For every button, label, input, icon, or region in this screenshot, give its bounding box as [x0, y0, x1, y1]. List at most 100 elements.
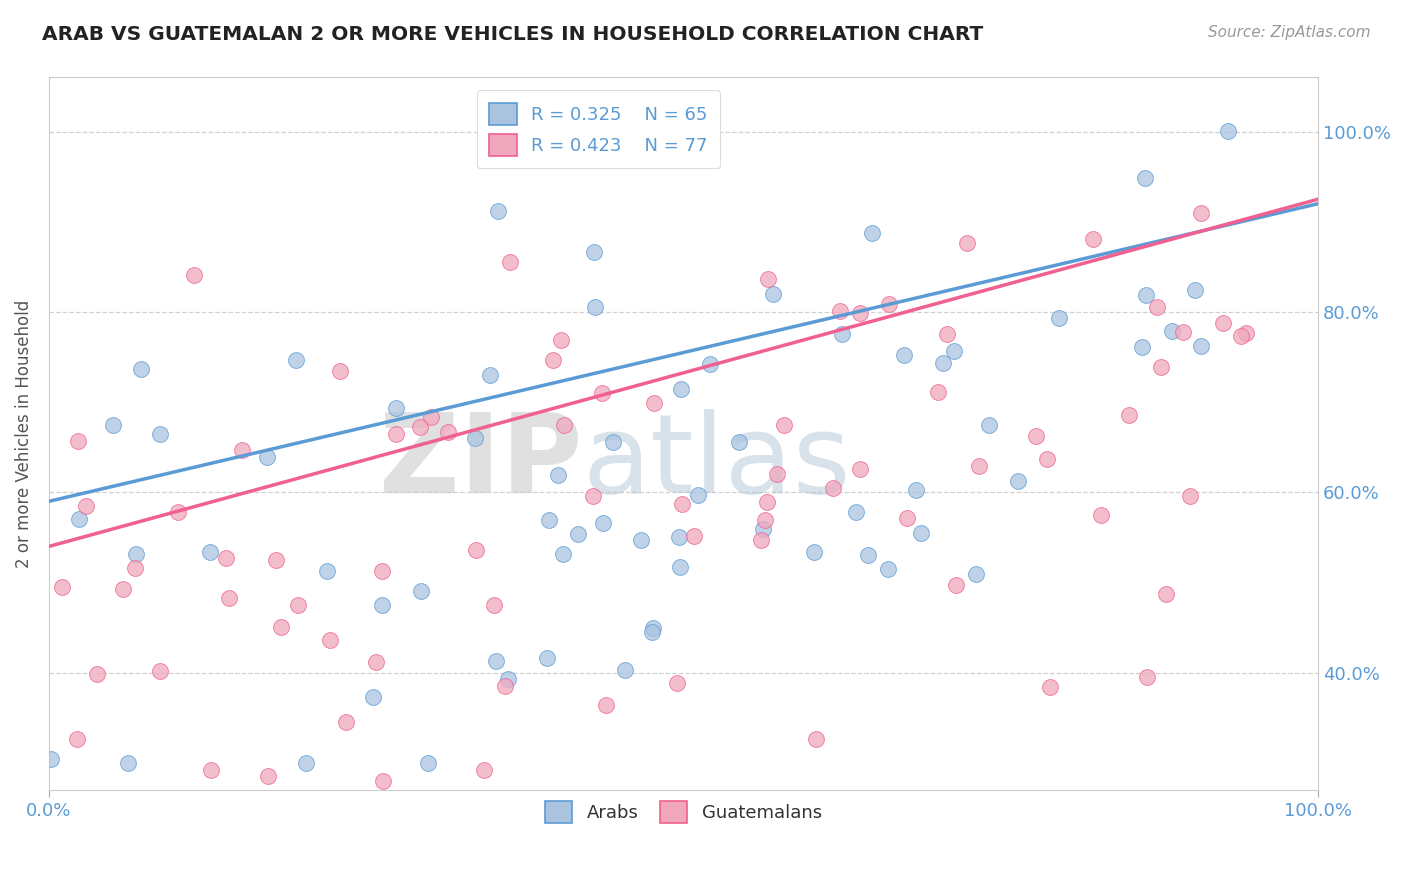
Point [1130, 340, 1153, 354]
Point [384, 427, 406, 442]
Text: ZIP: ZIP [378, 409, 582, 516]
Point [756, 495, 779, 509]
Point [215, 551, 238, 566]
Point [166, 504, 188, 518]
Text: atlas: atlas [582, 409, 851, 516]
Point [494, 679, 516, 693]
Point [1189, 206, 1212, 220]
Point [630, 533, 652, 548]
Point [1039, 680, 1062, 694]
Legend: Arabs, Guatemalans: Arabs, Guatemalans [534, 790, 832, 834]
Point [553, 417, 575, 432]
Point [1212, 316, 1234, 330]
Point [149, 426, 172, 441]
Point [1047, 310, 1070, 325]
Point [699, 357, 721, 371]
Point [129, 361, 152, 376]
Point [1146, 300, 1168, 314]
Point [860, 226, 883, 240]
Y-axis label: 2 or more Vehicles in Household: 2 or more Vehicles in Household [15, 300, 32, 568]
Point [905, 483, 928, 497]
Point [762, 287, 785, 301]
Point [270, 620, 292, 634]
Point [371, 564, 394, 578]
Point [877, 562, 900, 576]
Point [198, 545, 221, 559]
Point [329, 364, 352, 378]
Point [218, 591, 240, 605]
Point [411, 583, 433, 598]
Point [979, 418, 1001, 433]
Point [39, 752, 62, 766]
Point [499, 254, 522, 268]
Point [124, 561, 146, 575]
Point [896, 511, 918, 525]
Point [806, 731, 828, 746]
Point [671, 497, 693, 511]
Point [1160, 324, 1182, 338]
Point [945, 578, 967, 592]
Point [437, 425, 460, 439]
Point [465, 542, 488, 557]
Point [1083, 231, 1105, 245]
Point [536, 651, 558, 665]
Point [1178, 489, 1201, 503]
Point [1171, 325, 1194, 339]
Point [1150, 359, 1173, 374]
Point [669, 560, 692, 574]
Point [361, 690, 384, 705]
Point [464, 431, 486, 445]
Point [256, 450, 278, 464]
Point [287, 598, 309, 612]
Point [1230, 329, 1253, 343]
Point [264, 553, 287, 567]
Point [112, 582, 135, 596]
Point [1090, 508, 1112, 522]
Point [877, 297, 900, 311]
Point [955, 235, 977, 250]
Point [538, 512, 561, 526]
Point [231, 442, 253, 457]
Point [1218, 123, 1240, 137]
Point [541, 353, 564, 368]
Point [149, 665, 172, 679]
Point [486, 204, 509, 219]
Point [479, 368, 502, 383]
Point [1025, 429, 1047, 443]
Point [385, 401, 408, 415]
Point [592, 516, 614, 531]
Point [86, 667, 108, 681]
Point [335, 714, 357, 729]
Point [51, 580, 73, 594]
Point [893, 348, 915, 362]
Text: ARAB VS GUATEMALAN 2 OR MORE VEHICLES IN HOUSEHOLD CORRELATION CHART: ARAB VS GUATEMALAN 2 OR MORE VEHICLES IN… [42, 25, 983, 44]
Point [803, 545, 825, 559]
Point [848, 462, 870, 476]
Point [591, 385, 613, 400]
Point [75, 499, 97, 513]
Point [484, 654, 506, 668]
Point [256, 769, 278, 783]
Point [484, 598, 506, 612]
Point [550, 333, 572, 347]
Point [498, 673, 520, 687]
Point [1189, 338, 1212, 352]
Point [821, 481, 844, 495]
Point [749, 533, 772, 547]
Point [553, 547, 575, 561]
Point [669, 383, 692, 397]
Point [567, 527, 589, 541]
Point [1136, 670, 1159, 684]
Point [66, 434, 89, 449]
Point [1036, 451, 1059, 466]
Point [936, 326, 959, 341]
Point [315, 564, 337, 578]
Point [845, 505, 868, 519]
Point [765, 467, 787, 481]
Point [688, 487, 710, 501]
Point [284, 353, 307, 368]
Point [602, 434, 624, 449]
Point [183, 268, 205, 282]
Point [583, 300, 606, 314]
Point [1133, 171, 1156, 186]
